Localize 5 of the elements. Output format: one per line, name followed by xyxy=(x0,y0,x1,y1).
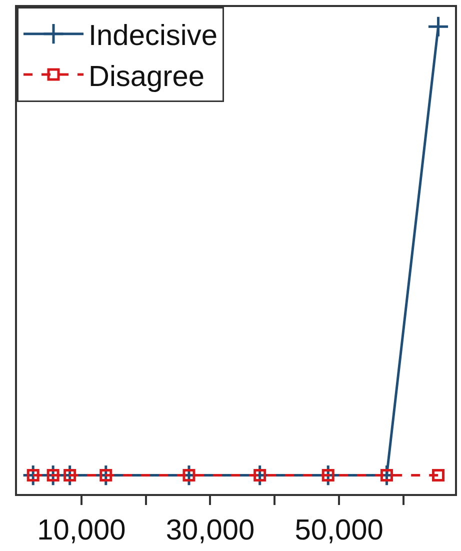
x-tick-label: 30,000 xyxy=(166,514,255,547)
x-tick-label: 50,000 xyxy=(294,514,384,547)
legend-label: Disagree xyxy=(88,60,205,93)
legend-label: Indecisive xyxy=(88,20,218,52)
x-tick-label: 10,000 xyxy=(37,514,126,547)
